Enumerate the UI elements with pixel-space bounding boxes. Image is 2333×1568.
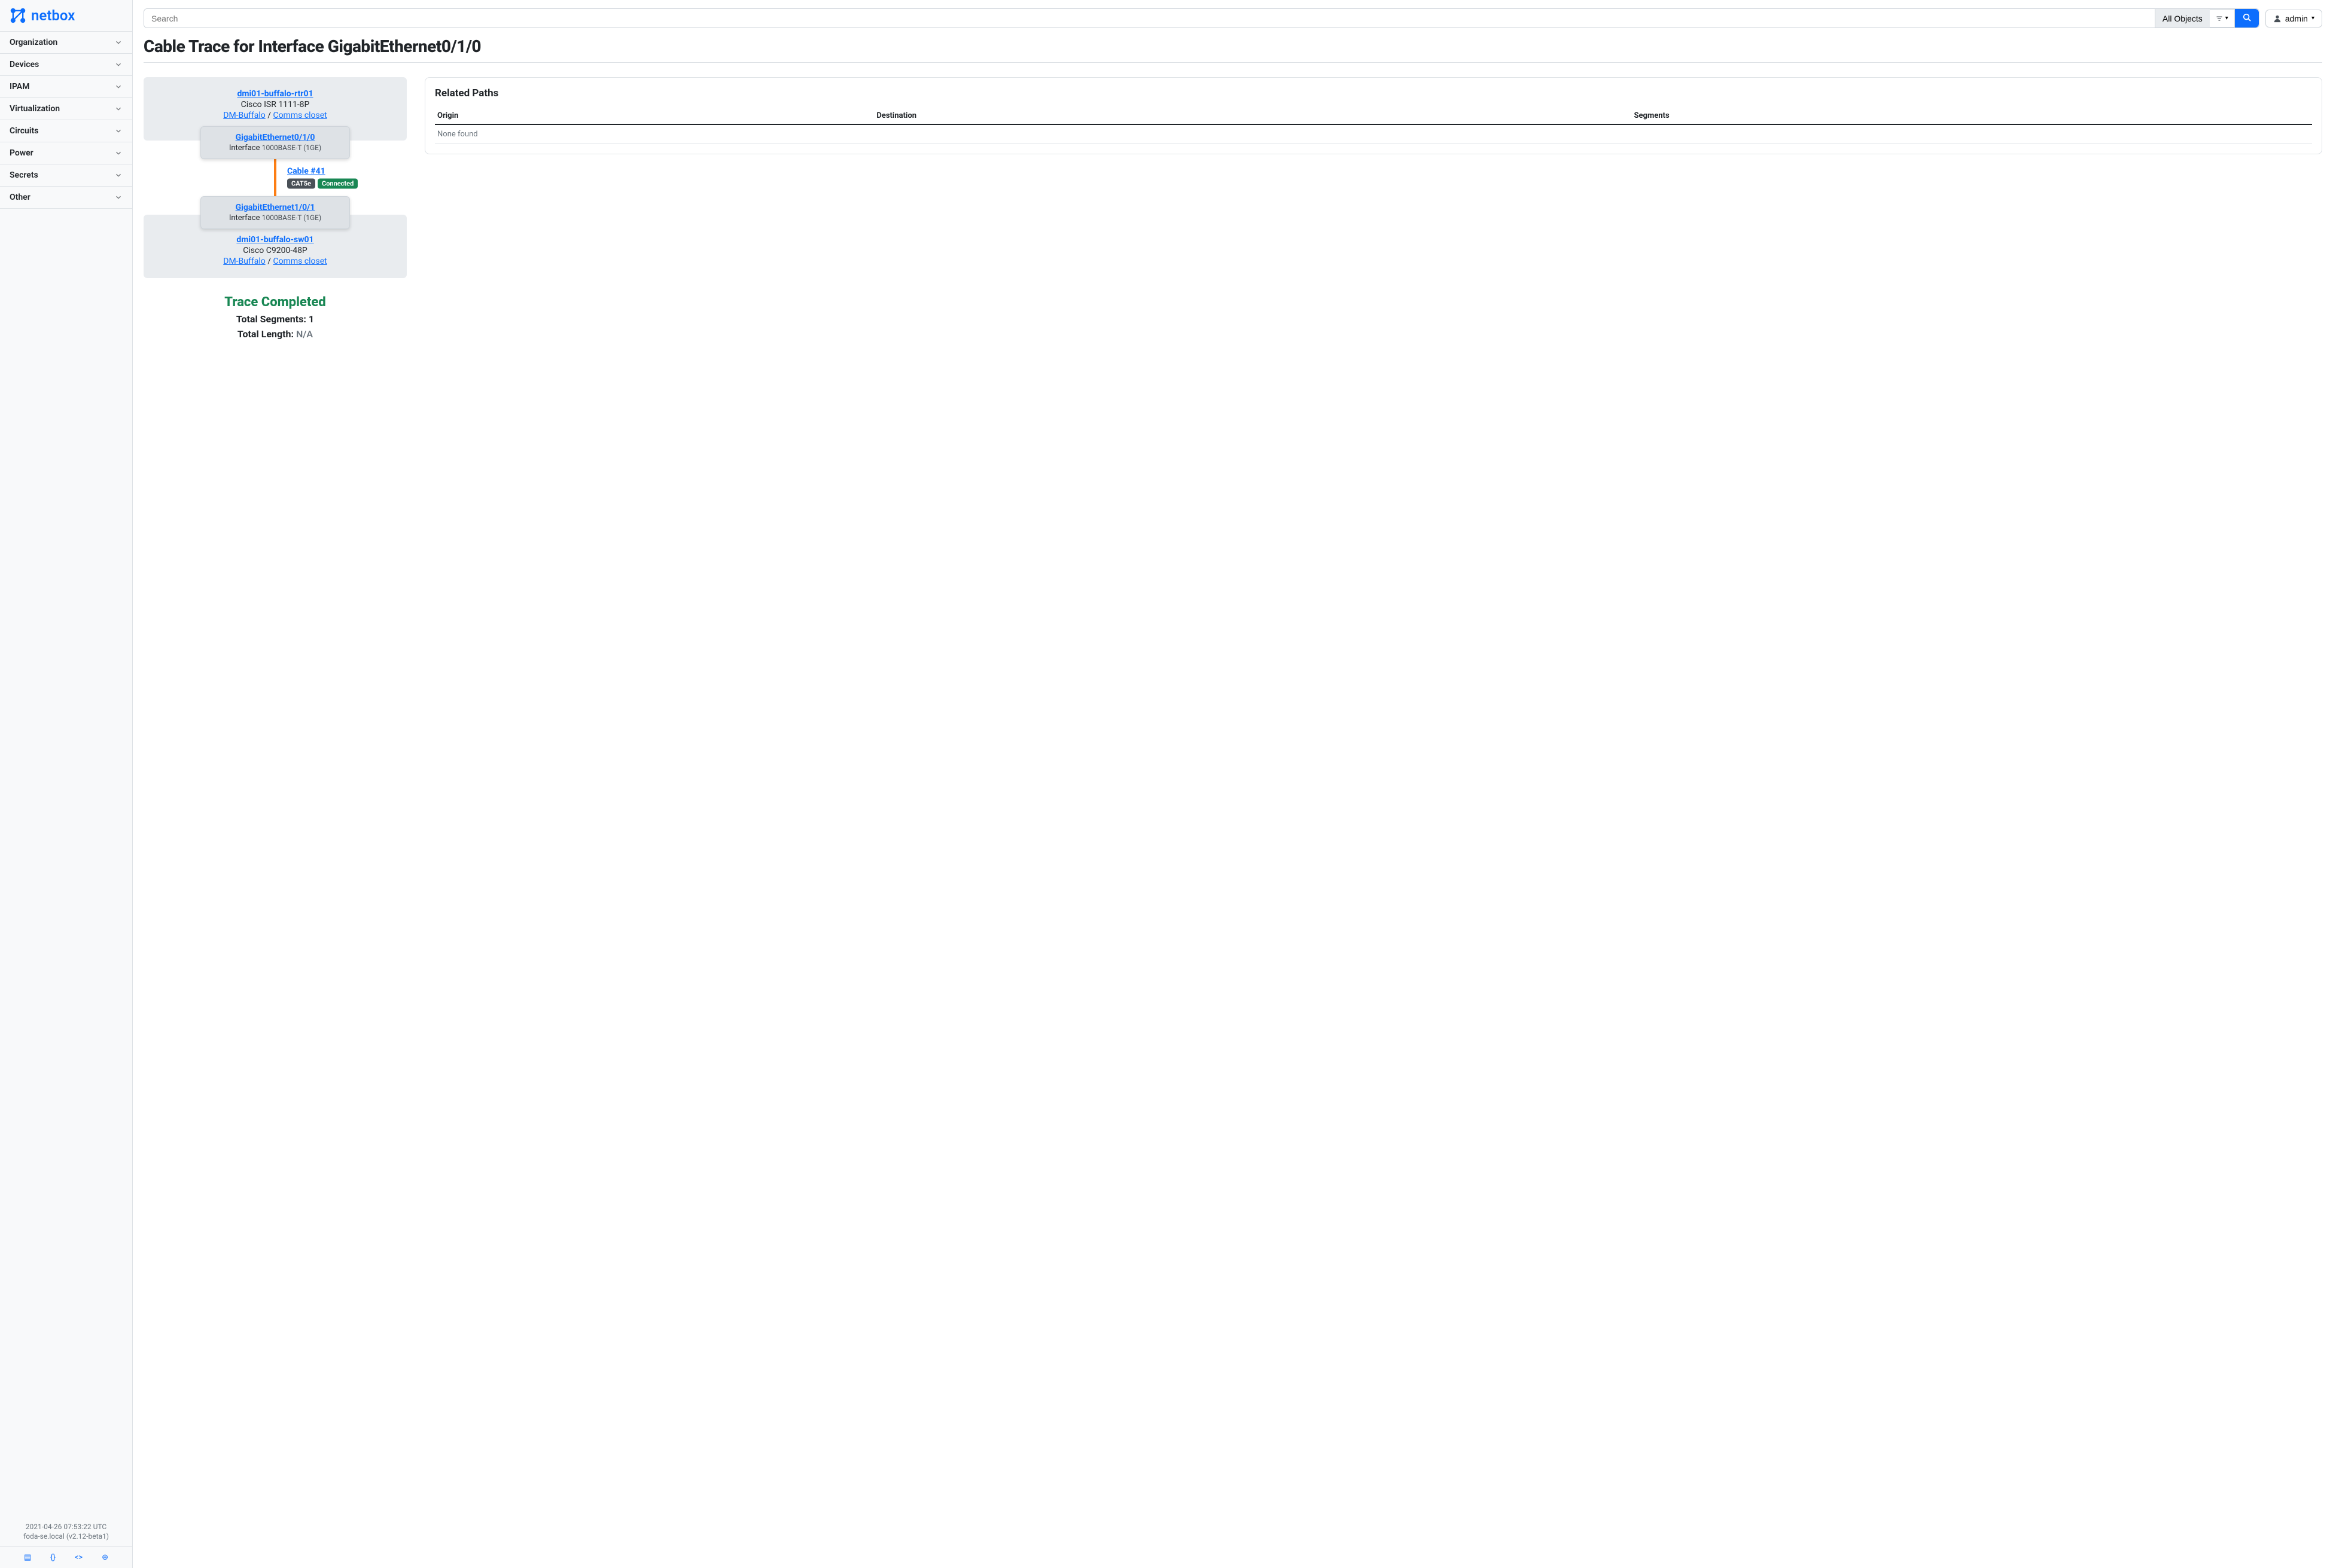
far-device-link[interactable]: dmi01-buffalo-sw01 <box>236 235 313 245</box>
search-group: All Objects ▾ <box>144 8 2259 28</box>
footer-hostname: foda-se.local (v2.12-beta1) <box>5 1532 127 1540</box>
table-row: None found <box>435 124 2312 144</box>
near-interface-box: GigabitEthernet0/1/0 Interface 1000BASE-… <box>200 126 350 159</box>
sidebar-footer: 2021-04-26 07:53:22 UTC foda-se.local (v… <box>0 1517 132 1546</box>
footer-timestamp: 2021-04-26 07:53:22 UTC <box>5 1523 127 1531</box>
chevron-down-icon <box>114 83 123 91</box>
cable-type-badge: CAT5e <box>287 179 315 189</box>
related-paths-column: Related Paths Origin Destination Segment… <box>425 77 2322 154</box>
sidebar: netbox Organization Devices IPAM Virtual… <box>0 0 133 1568</box>
related-paths-title: Related Paths <box>435 87 2312 99</box>
near-device-model: Cisco ISR 1111-8P <box>151 100 400 109</box>
trace-segments: Total Segments: 1 <box>144 313 407 325</box>
far-interface-type: Interface 1000BASE-T (1GE) <box>212 213 339 222</box>
chevron-down-icon <box>114 149 123 157</box>
topbar: All Objects ▾ admin ▾ <box>133 0 2333 36</box>
col-segments: Segments <box>1632 108 2312 124</box>
logo-text: netbox <box>31 7 75 24</box>
far-interface-box: GigabitEthernet1/0/1 Interface 1000BASE-… <box>200 196 350 229</box>
chevron-down-icon <box>114 105 123 113</box>
far-device-site-link[interactable]: DM-Buffalo <box>223 257 265 266</box>
related-paths-card: Related Paths Origin Destination Segment… <box>425 77 2322 154</box>
docs-icon[interactable]: ▤ <box>24 1553 31 1562</box>
page-title: Cable Trace for Interface GigabitEtherne… <box>144 36 2322 56</box>
related-paths-table: Origin Destination Segments None found <box>435 108 2312 144</box>
search-icon <box>2243 13 2251 22</box>
cable-link[interactable]: Cable #41 <box>287 167 325 176</box>
sidebar-item-circuits[interactable]: Circuits <box>0 120 132 142</box>
user-icon <box>2273 14 2282 23</box>
trace-summary: Trace Completed Total Segments: 1 Total … <box>144 295 407 340</box>
trace-length: Total Length: N/A <box>144 328 407 340</box>
far-interface-link[interactable]: GigabitEthernet1/0/1 <box>236 203 315 212</box>
far-device-model: Cisco C9200-48P <box>151 246 400 255</box>
sidebar-item-ipam[interactable]: IPAM <box>0 76 132 97</box>
cable-line <box>274 157 276 199</box>
sidebar-item-virtualization[interactable]: Virtualization <box>0 98 132 120</box>
sidebar-quick-links: ▤ {} <> ⊕ <box>0 1546 132 1568</box>
code-icon[interactable]: <> <box>75 1553 83 1562</box>
search-submit-button[interactable] <box>2235 9 2259 28</box>
cable-info: Cable #41 CAT5e Connected <box>287 167 358 189</box>
near-device-site-link[interactable]: DM-Buffalo <box>223 111 265 120</box>
sidebar-item-power[interactable]: Power <box>0 142 132 164</box>
api-icon[interactable]: {} <box>50 1553 56 1562</box>
sidebar-item-other[interactable]: Other <box>0 187 132 208</box>
near-interface-type: Interface 1000BASE-T (1GE) <box>212 144 339 152</box>
netbox-logo-icon <box>10 7 26 24</box>
near-interface-link[interactable]: GigabitEthernet0/1/0 <box>236 133 315 142</box>
cable-segment: Cable #41 CAT5e Connected <box>144 159 407 196</box>
far-device-location-link[interactable]: Comms closet <box>273 257 327 266</box>
col-origin: Origin <box>435 108 874 124</box>
col-destination: Destination <box>874 108 1631 124</box>
empty-message: None found <box>435 124 2312 144</box>
search-filter-button[interactable]: ▾ <box>2210 9 2235 28</box>
chevron-down-icon <box>114 38 123 47</box>
cable-status-badge: Connected <box>318 179 358 189</box>
divider <box>144 62 2322 63</box>
user-menu-button[interactable]: admin ▾ <box>2265 10 2322 28</box>
search-input[interactable] <box>144 9 2155 28</box>
main-content: All Objects ▾ admin ▾ Cable Trace for In… <box>133 0 2333 1568</box>
chevron-down-icon <box>114 193 123 202</box>
trace-column: dmi01-buffalo-rtr01 Cisco ISR 1111-8P DM… <box>144 77 407 340</box>
trace-complete-title: Trace Completed <box>144 295 407 310</box>
caret-down-icon: ▾ <box>2311 15 2314 22</box>
sidebar-item-devices[interactable]: Devices <box>0 54 132 75</box>
filter-icon <box>2216 15 2223 22</box>
near-device-link[interactable]: dmi01-buffalo-rtr01 <box>237 89 313 99</box>
globe-icon[interactable]: ⊕ <box>102 1553 108 1562</box>
near-device-location: DM-Buffalo / Comms closet <box>151 111 400 120</box>
sidebar-item-secrets[interactable]: Secrets <box>0 164 132 186</box>
far-device-location: DM-Buffalo / Comms closet <box>151 257 400 266</box>
sidebar-item-organization[interactable]: Organization <box>0 32 132 53</box>
caret-down-icon: ▾ <box>2225 15 2228 22</box>
chevron-down-icon <box>114 127 123 135</box>
logo[interactable]: netbox <box>0 0 132 32</box>
chevron-down-icon <box>114 60 123 69</box>
search-scope-dropdown[interactable]: All Objects <box>2155 9 2210 28</box>
chevron-down-icon <box>114 171 123 179</box>
near-device-location-link[interactable]: Comms closet <box>273 111 327 120</box>
user-name: admin <box>2285 14 2308 23</box>
